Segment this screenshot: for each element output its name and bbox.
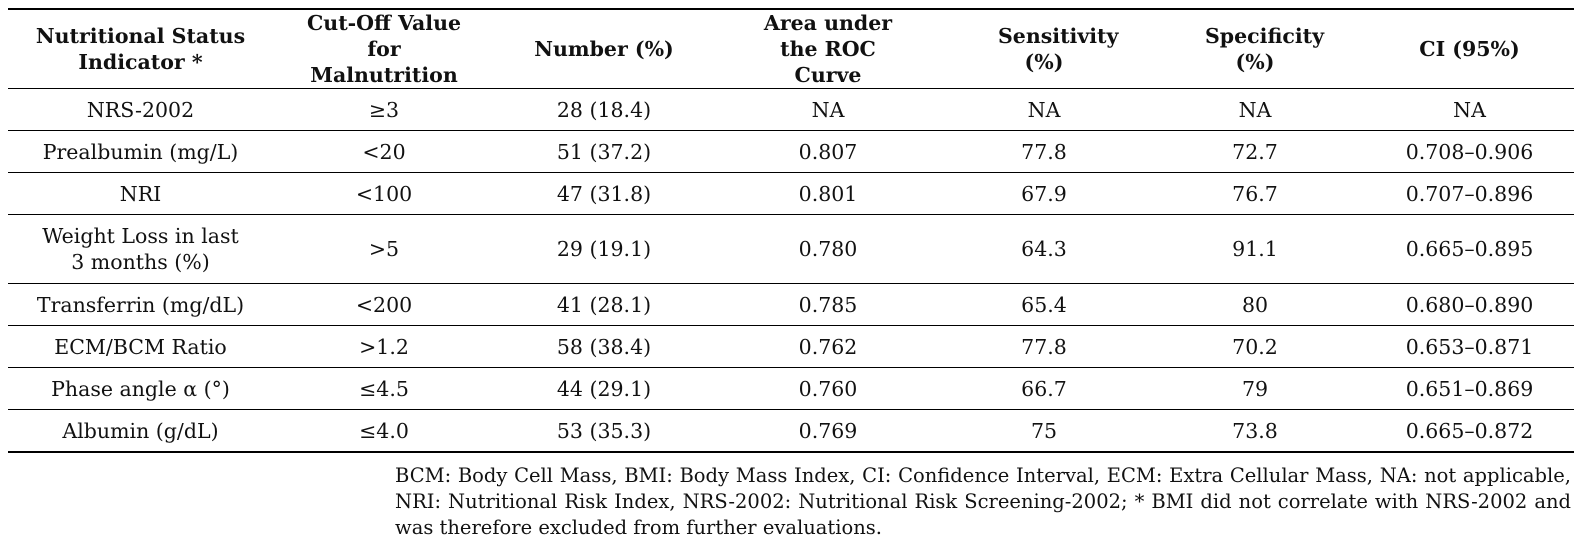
cell-ci: 0.653–0.871 [1405,334,1534,359]
cell-specificity: 70.2 [1232,334,1278,359]
cell-auc: 0.780 [798,237,858,261]
cell-auc: 0.769 [798,418,858,443]
cell-cutoff: <20 [362,139,406,164]
cell-ci: 0.665–0.895 [1405,237,1534,261]
table-row: Prealbumin (mg/L) <20 51 (37.2) 0.807 77… [8,131,1574,173]
cell-number: 47 (31.8) [556,181,652,206]
cell-cutoff: <200 [355,292,413,317]
cell-indicator: ECM/BCM Ratio [54,334,227,359]
table-row: ECM/BCM Ratio >1.2 58 (38.4) 0.762 77.8 … [8,326,1574,368]
header-specificity: Specificity (%) [1205,24,1325,74]
cell-auc: NA [811,97,845,122]
header-ci: CI (95%) [1419,37,1520,61]
cell-indicator: NRS-2002 [86,97,195,122]
cell-ci: 0.680–0.890 [1405,292,1534,317]
cell-auc: 0.760 [798,376,858,401]
cell-cutoff: ≤4.0 [359,418,409,443]
table-row: Transferrin (mg/dL) <200 41 (28.1) 0.785… [8,284,1574,326]
header-indicator: Nutritional Status Indicator * [35,24,246,74]
cell-sensitivity: 67.9 [1021,181,1067,206]
cell-number: 58 (38.4) [556,334,652,359]
cell-specificity: 76.7 [1232,181,1278,206]
table-container: Nutritional Status Indicator * Cut-Off V… [8,0,1574,541]
cell-sensitivity: 64.3 [1021,237,1067,261]
table-header-row: Nutritional Status Indicator * Cut-Off V… [8,9,1574,89]
header-sensitivity: Sensitivity (%) [998,24,1119,74]
cell-specificity: 79 [1241,376,1269,401]
cell-number: 44 (29.1) [556,376,652,401]
cell-specificity: 72.7 [1232,139,1278,164]
cell-auc: 0.785 [798,292,858,317]
cell-cutoff: >1.2 [359,334,409,359]
cell-sensitivity: NA [1027,97,1061,122]
table-row: NRS-2002 ≥3 28 (18.4) NA NA NA NA [8,89,1574,131]
cell-specificity: 73.8 [1232,418,1278,443]
header-auc: Area under the ROC Curve [763,11,893,87]
cell-cutoff: >5 [368,237,400,261]
cell-indicator: Prealbumin (mg/L) [42,139,239,164]
header-number: Number (%) [534,37,674,61]
cell-ci: 0.707–0.896 [1405,181,1534,206]
cell-sensitivity: 77.8 [1021,334,1067,359]
cell-indicator: NRI [119,181,162,206]
cell-cutoff: ≥3 [368,97,400,122]
table-footnote: BCM: Body Cell Mass, BMI: Body Mass Inde… [395,464,1571,539]
cell-sensitivity: 77.8 [1021,139,1067,164]
cell-sensitivity: 65.4 [1021,292,1067,317]
cell-ci: 0.708–0.906 [1405,139,1534,164]
cell-sensitivity: 75 [1030,418,1058,443]
cell-ci: NA [1453,97,1486,122]
results-table: Nutritional Status Indicator * Cut-Off V… [8,8,1574,453]
cell-indicator: Weight Loss in last 3 months (%) [42,224,239,274]
cell-ci: 0.665–0.872 [1405,418,1534,443]
cell-sensitivity: 66.7 [1021,376,1067,401]
cell-ci: 0.651–0.869 [1405,376,1534,401]
cell-cutoff: <100 [355,181,413,206]
table-row: Phase angle α (°) ≤4.5 44 (29.1) 0.760 6… [8,368,1574,410]
header-cutoff: Cut-Off Value for Malnutrition [306,11,462,87]
cell-specificity: NA [1238,97,1272,122]
cell-number: 28 (18.4) [556,97,652,122]
table-row: Weight Loss in last 3 months (%) >5 29 (… [8,215,1574,284]
cell-number: 29 (19.1) [556,237,652,261]
cell-indicator: Transferrin (mg/dL) [36,292,245,317]
cell-specificity: 80 [1241,292,1269,317]
cell-auc: 0.762 [798,334,858,359]
cell-number: 41 (28.1) [556,292,652,317]
cell-cutoff: ≤4.5 [359,376,409,401]
cell-auc: 0.801 [798,181,858,206]
cell-specificity: 91.1 [1232,237,1278,261]
cell-indicator: Albumin (g/dL) [62,418,219,443]
table-row: Albumin (g/dL) ≤4.0 53 (35.3) 0.769 75 7… [8,410,1574,452]
table-row: NRI <100 47 (31.8) 0.801 67.9 76.7 0.707… [8,173,1574,215]
cell-number: 51 (37.2) [556,139,652,164]
cell-auc: 0.807 [798,139,858,164]
cell-indicator: Phase angle α (°) [51,376,230,401]
cell-number: 53 (35.3) [556,418,652,443]
